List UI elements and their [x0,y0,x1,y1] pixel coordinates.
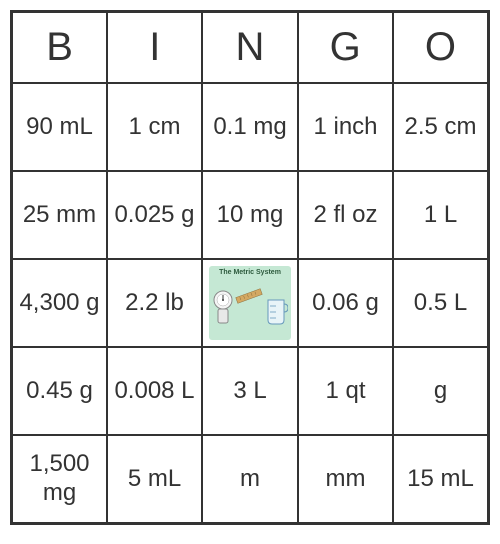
cell-3-3[interactable]: 1 qt [298,347,393,435]
cell-4-2[interactable]: m [202,435,298,523]
cell-1-2[interactable]: 10 mg [202,171,298,259]
cell-3-1[interactable]: 0.008 L [107,347,202,435]
bingo-card: B I N G O 90 mL 1 cm 0.1 mg 1 inch 2.5 c… [10,10,490,525]
bingo-grid: 90 mL 1 cm 0.1 mg 1 inch 2.5 cm 25 mm 0.… [12,83,488,523]
cell-1-4[interactable]: 1 L [393,171,488,259]
cell-0-1[interactable]: 1 cm [107,83,202,171]
ruler-icon [234,288,264,328]
cell-4-4[interactable]: 15 mL [393,435,488,523]
free-space[interactable]: The Metric System [202,259,298,347]
header-g: G [298,12,393,83]
header-n: N [202,12,297,83]
measuring-cup-icon [264,288,288,328]
cell-2-3[interactable]: 0.06 g [298,259,393,347]
cell-0-3[interactable]: 1 inch [298,83,393,171]
cell-1-1[interactable]: 0.025 g [107,171,202,259]
metric-system-image: The Metric System [209,266,291,340]
cell-4-0[interactable]: 1,500 mg [12,435,107,523]
header-i: I [107,12,202,83]
cell-3-4[interactable]: g [393,347,488,435]
cell-1-3[interactable]: 2 fl oz [298,171,393,259]
cell-2-1[interactable]: 2.2 lb [107,259,202,347]
cell-0-4[interactable]: 2.5 cm [393,83,488,171]
cell-0-0[interactable]: 90 mL [12,83,107,171]
cell-2-4[interactable]: 0.5 L [393,259,488,347]
header-b: B [12,12,107,83]
free-space-title: The Metric System [219,269,281,276]
cell-4-1[interactable]: 5 mL [107,435,202,523]
cell-1-0[interactable]: 25 mm [12,171,107,259]
header-o: O [393,12,488,83]
cell-0-2[interactable]: 0.1 mg [202,83,298,171]
cell-4-3[interactable]: mm [298,435,393,523]
scale-icon [212,288,234,328]
cell-2-0[interactable]: 4,300 g [12,259,107,347]
metric-icons [212,278,288,337]
cell-3-2[interactable]: 3 L [202,347,298,435]
bingo-header-row: B I N G O [12,12,488,83]
cell-3-0[interactable]: 0.45 g [12,347,107,435]
